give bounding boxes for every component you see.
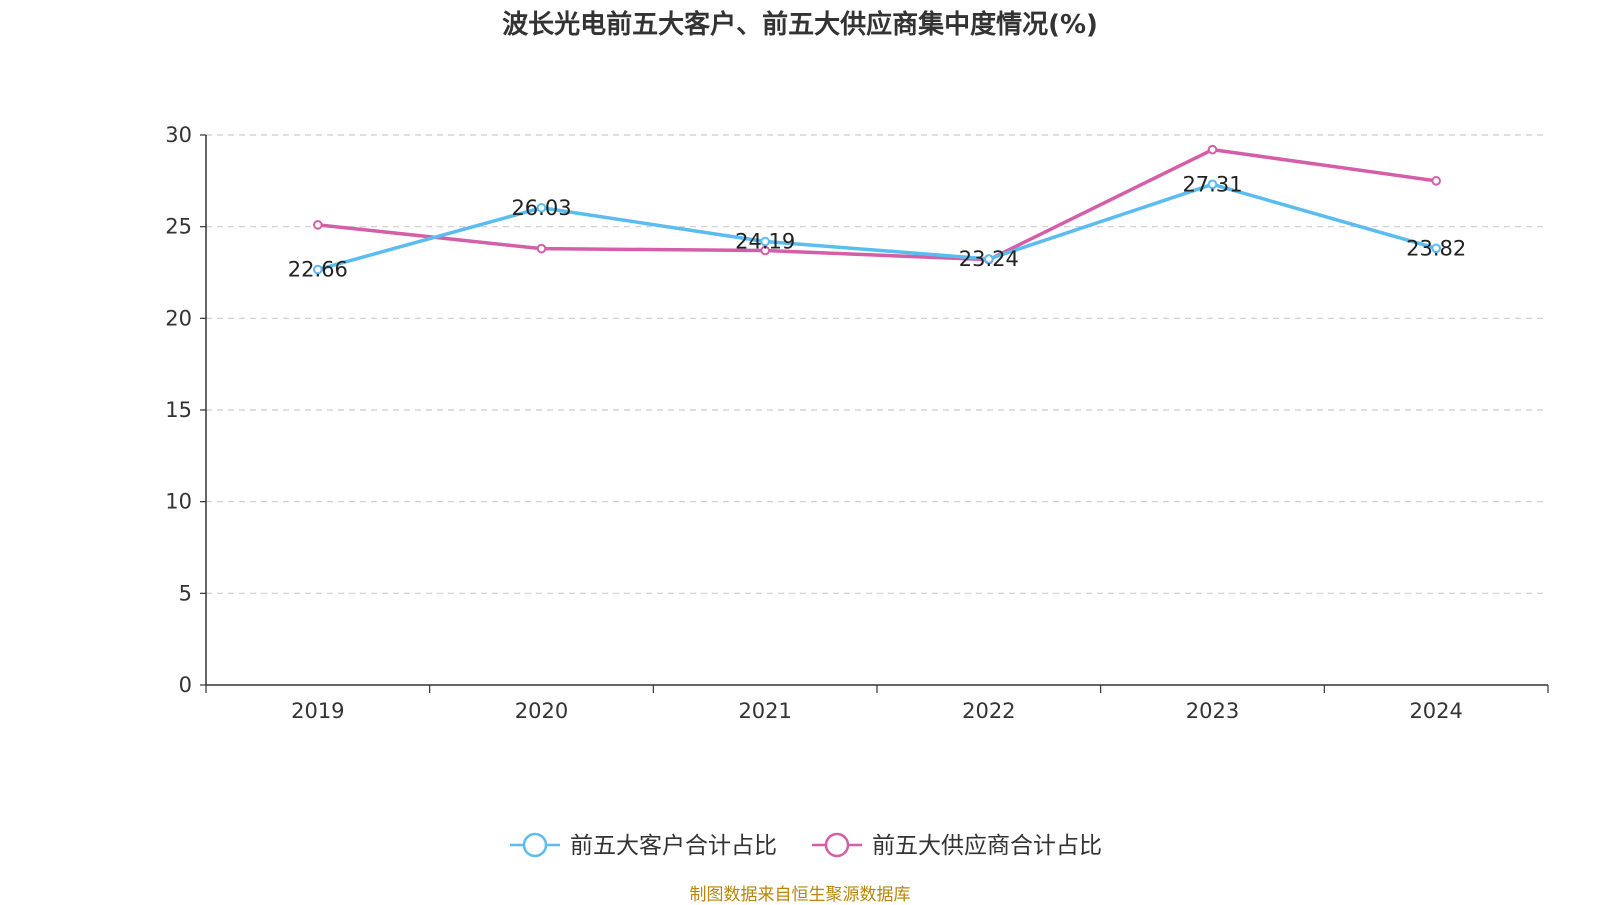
series-line <box>317 182 1437 272</box>
data-point <box>760 236 770 247</box>
data-point <box>1207 179 1218 190</box>
y-tick-label: 25 <box>165 215 192 239</box>
grid-lines <box>206 134 1548 594</box>
x-tick-label: 2019 <box>291 699 344 723</box>
x-tick-label: 2020 <box>515 699 568 723</box>
data-labels: 22.66 26.03 24.19 23.24 27.31 23.82 <box>288 172 1466 281</box>
data-point <box>536 202 547 213</box>
data-label: 27.31 <box>1182 172 1242 196</box>
data-point <box>313 264 323 275</box>
data-point <box>984 254 994 264</box>
y-tick-label: 15 <box>165 398 192 422</box>
series-lines <box>313 144 1441 275</box>
x-tick-label: 2023 <box>1186 699 1239 723</box>
legend-label: 前五大供应商合计占比 <box>872 833 1102 859</box>
y-tick-label: 20 <box>165 306 192 330</box>
data-point <box>313 220 323 230</box>
data-point <box>1207 144 1218 155</box>
data-point <box>1431 243 1441 254</box>
series-line <box>317 147 1437 262</box>
legend-item[interactable]: 前五大供应商合计占比 <box>812 832 1102 859</box>
data-point <box>760 245 770 256</box>
data-label: 24.19 <box>735 230 795 254</box>
legend-item[interactable]: 前五大客户合计占比 <box>510 832 777 859</box>
data-point <box>1431 176 1441 186</box>
axes: 0 5 10 15 20 25 30 2019 2020 2021 2022 2023 2024 <box>165 123 1549 723</box>
data-point <box>536 243 547 254</box>
data-label: 23.24 <box>959 247 1019 271</box>
legend-marker <box>522 832 548 858</box>
data-label: 22.66 <box>288 258 348 282</box>
y-tick-label: 30 <box>165 123 192 147</box>
chart-title: 波长光电前五大客户、前五大供应商集中度情况(%) <box>502 10 1098 40</box>
x-tick-label: 2024 <box>1409 699 1462 723</box>
x-tick-label: 2021 <box>738 699 791 723</box>
legend[interactable]: 前五大客户合计占比 前五大供应商合计占比 <box>510 832 1102 859</box>
legend-label: 前五大客户合计占比 <box>570 833 777 859</box>
source-note: 制图数据来自恒生聚源数据库 <box>689 885 911 905</box>
y-tick-label: 5 <box>179 581 192 605</box>
data-label: 23.82 <box>1406 236 1466 260</box>
x-tick-label: 2022 <box>962 699 1015 723</box>
y-tick-label: 0 <box>179 673 192 697</box>
data-label: 26.03 <box>511 196 571 220</box>
legend-marker <box>824 832 850 858</box>
y-tick-label: 10 <box>165 490 192 514</box>
